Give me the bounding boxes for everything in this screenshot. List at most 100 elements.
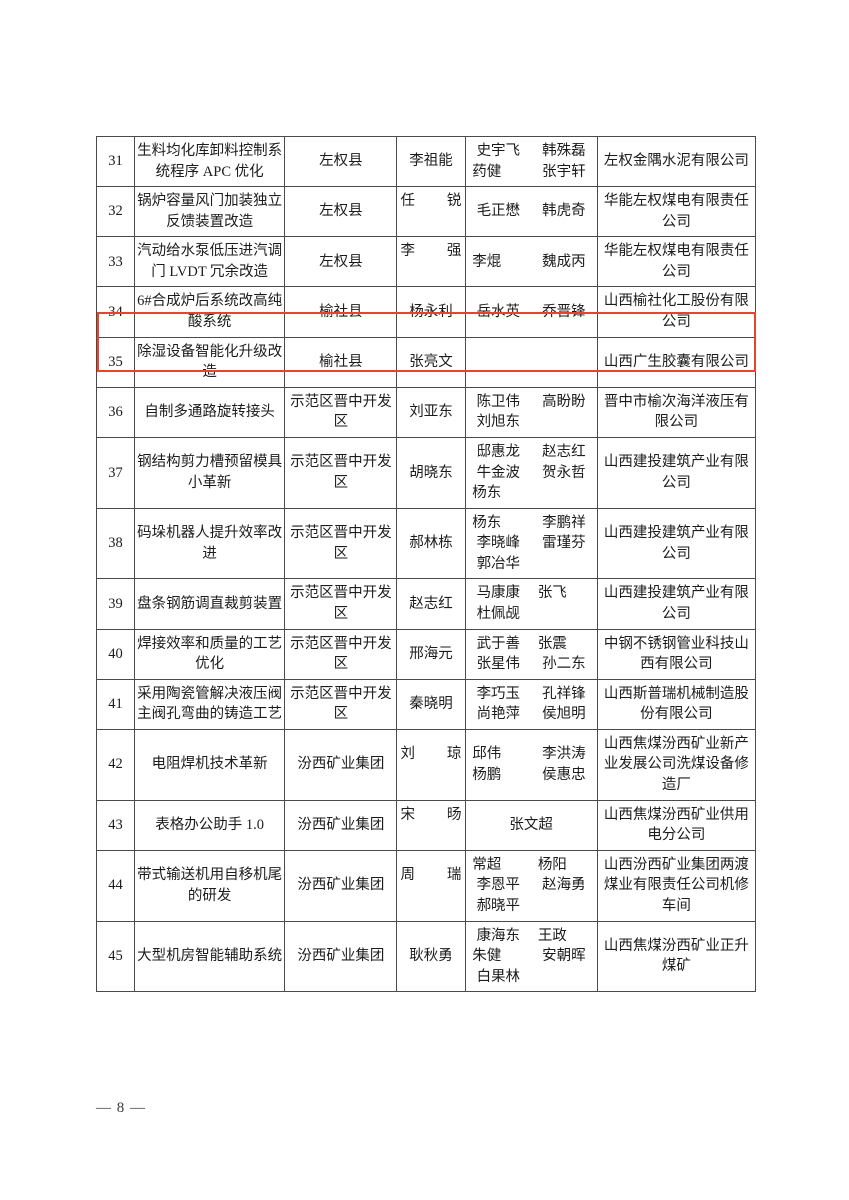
cell-team-members: 马康康 张飞 杜佩觇 [464, 578, 598, 630]
cell-declaring-unit: 左权县 [284, 186, 398, 238]
cell-project-leader: 刘琼 [396, 728, 466, 801]
cell-row-number: 39 [95, 578, 136, 630]
member-name: 王政 [537, 927, 567, 944]
cell-declaring-unit: 示范区晋中开发区 [284, 507, 398, 580]
cell-project-title: 电阻焊机技术革新 [134, 728, 286, 801]
cell-project-title: 锅炉容量风门加装独立反馈装置改造 [134, 186, 286, 238]
leader-name: 邢海元 [409, 645, 453, 662]
cell-team-members: 岳水英 乔晋锋 [464, 286, 598, 338]
member-name: 李晓峰 [476, 535, 521, 552]
member-name: 韩虎奇 [542, 203, 586, 220]
table-row: 31 生料均化库卸料控制系统程序 APC 优化 左权县 李祖能 史宇飞 韩殊磊 药健 张宇轩左… [95, 135, 757, 188]
cell-affiliated-enterprise: 山西汾西矿业集团两渡煤业有限责任公司机修车间 [596, 849, 757, 922]
member-name-list: 马康康 张飞 杜佩觇 [468, 583, 595, 624]
leader-name: 赵志红 [409, 595, 453, 612]
member-name: 侯旭明 [542, 706, 586, 723]
cell-project-title: 生料均化库卸料控制系统程序 APC 优化 [134, 135, 286, 188]
cell-project-title: 焊接效率和质量的工艺优化 [134, 628, 286, 680]
member-name: 张宇轩 [542, 163, 586, 180]
cell-team-members: 杨东 李鹏祥 李晓峰 雷瑾芬 郭冶华 [464, 507, 598, 580]
cell-team-members: 康海东 王政 朱健 安朝晖 白果林 [464, 920, 598, 993]
table-row: 33 汽动给水泵低压进汽调门 LVDT 冗余改造 左权县 李强 李焜 魏成丙 华能左权煤电有… [95, 236, 757, 288]
cell-declaring-unit: 左权县 [284, 236, 398, 288]
cell-row-number: 40 [95, 628, 136, 680]
cell-affiliated-enterprise: 山西斯普瑞机械制造股份有限公司 [596, 678, 757, 730]
leader-name: 张亮文 [409, 353, 453, 370]
member-name: 孙二东 [542, 656, 586, 673]
cell-row-number: 32 [95, 186, 136, 238]
member-name: 张星伟 [476, 656, 521, 673]
cell-project-leader: 秦晓明 [396, 678, 466, 730]
cell-affiliated-enterprise: 晋中市榆次海洋液压有限公司 [596, 386, 757, 438]
member-name: 常超 [472, 856, 502, 873]
leader-name: 李强 [400, 243, 462, 260]
member-name-list: 李巧玉 孔祥锋 尚艳萍 侯旭明 [468, 684, 595, 725]
cell-project-leader: 赵志红 [396, 578, 466, 630]
cell-team-members: 毛正懋 韩虎奇 [464, 186, 598, 238]
leader-name: 秦晓明 [409, 696, 453, 712]
member-name: 邱伟 [472, 746, 502, 763]
member-name-list: 武于善 张震 张星伟 孙二东 [468, 634, 595, 675]
cell-team-members: 李巧玉 孔祥锋 尚艳萍 侯旭明 [464, 678, 598, 730]
cell-project-leader: 李祖能 [396, 135, 466, 188]
cell-declaring-unit: 榆社县 [284, 286, 398, 338]
cell-project-leader: 邢海元 [396, 628, 466, 680]
leader-name: 郝林栋 [409, 535, 453, 552]
member-name: 雷瑾芬 [542, 535, 586, 552]
cell-declaring-unit: 汾西矿业集团 [284, 799, 398, 851]
member-name: 邸惠龙 [476, 443, 521, 460]
cell-project-leader: 任锐 [396, 186, 466, 238]
cell-team-members [464, 336, 598, 388]
table-row: 39 盘条钢筋调直裁剪装置 示范区晋中开发区 赵志红 马康康 张飞 杜佩觇 山西建投建筑产业有… [95, 578, 757, 630]
cell-affiliated-enterprise: 左权金隅水泥有限公司 [596, 135, 757, 188]
cell-affiliated-enterprise: 山西榆社化工股份有限公司 [596, 286, 757, 338]
leader-name: 周瑞 [400, 867, 462, 884]
member-name: 李鹏祥 [542, 514, 586, 531]
member-name: 武于善 [476, 635, 521, 652]
cell-row-number: 31 [95, 135, 136, 188]
cell-row-number: 45 [95, 920, 136, 993]
cell-row-number: 42 [95, 728, 136, 801]
member-name: 张文超 [509, 816, 553, 833]
member-name-list: 杨东 李鹏祥 李晓峰 雷瑾芬 郭冶华 [468, 513, 595, 575]
member-name: 牛金波 [476, 464, 521, 481]
page-number-footer: — 8 — [96, 1100, 146, 1116]
member-name-list: 岳水英 乔晋锋 [468, 302, 595, 323]
table-body: 31 生料均化库卸料控制系统程序 APC 优化 左权县 李祖能 史宇飞 韩殊磊 药健 张宇轩左… [95, 135, 757, 993]
cell-team-members: 武于善 张震 张星伟 孙二东 [464, 628, 598, 680]
member-name: 赵海勇 [542, 877, 586, 894]
cell-team-members: 史宇飞 韩殊磊 药健 张宇轩 [464, 135, 598, 188]
leader-name: 任锐 [400, 193, 462, 210]
member-name: 朱健 [472, 948, 502, 965]
member-name: 杨鹏 [472, 766, 502, 783]
cell-team-members: 张文超 [464, 799, 598, 851]
member-name: 张飞 [537, 585, 567, 602]
member-name: 杨阳 [537, 856, 567, 873]
table-row: 34 6#合成炉后系统改高纯酸系统 榆社县 杨永利 岳水英 乔晋锋 山西榆社化工股份有限公司 [95, 286, 757, 338]
cell-project-title: 钢结构剪力槽预留模具小革新 [134, 436, 286, 509]
cell-project-leader: 宋旸 [396, 799, 466, 851]
cell-project-leader: 杨永利 [396, 286, 466, 338]
cell-project-title: 自制多通路旋转接头 [134, 386, 286, 438]
member-name: 赵志红 [542, 443, 586, 460]
member-name: 李洪涛 [542, 746, 586, 763]
cell-project-leader: 周瑞 [396, 849, 466, 922]
cell-declaring-unit: 示范区晋中开发区 [284, 628, 398, 680]
member-name: 高盼盼 [542, 393, 586, 410]
cell-team-members: 李焜 魏成丙 [464, 236, 598, 288]
leader-name: 宋旸 [400, 806, 462, 823]
cell-declaring-unit: 汾西矿业集团 [284, 849, 398, 922]
member-name-list: 邱伟 李洪涛 杨鹏 侯惠忠 [468, 744, 595, 785]
cell-row-number: 37 [95, 436, 136, 509]
member-name-list: 张文超 [468, 815, 595, 836]
member-name-list: 常超 杨阳 李恩平 赵海勇 郝晓平 [468, 855, 595, 917]
cell-declaring-unit: 汾西矿业集团 [284, 728, 398, 801]
cell-row-number: 36 [95, 386, 136, 438]
member-name: 乔晋锋 [542, 303, 586, 320]
member-name: 马康康 [476, 585, 521, 602]
table-row: 36 自制多通路旋转接头 示范区晋中开发区 刘亚东 陈卫伟 高盼盼 刘旭东 晋中市榆次海洋液压… [95, 386, 757, 438]
leader-name: 刘琼 [400, 746, 462, 763]
member-name: 岳水英 [476, 303, 521, 320]
cell-project-leader: 胡晓东 [396, 436, 466, 509]
